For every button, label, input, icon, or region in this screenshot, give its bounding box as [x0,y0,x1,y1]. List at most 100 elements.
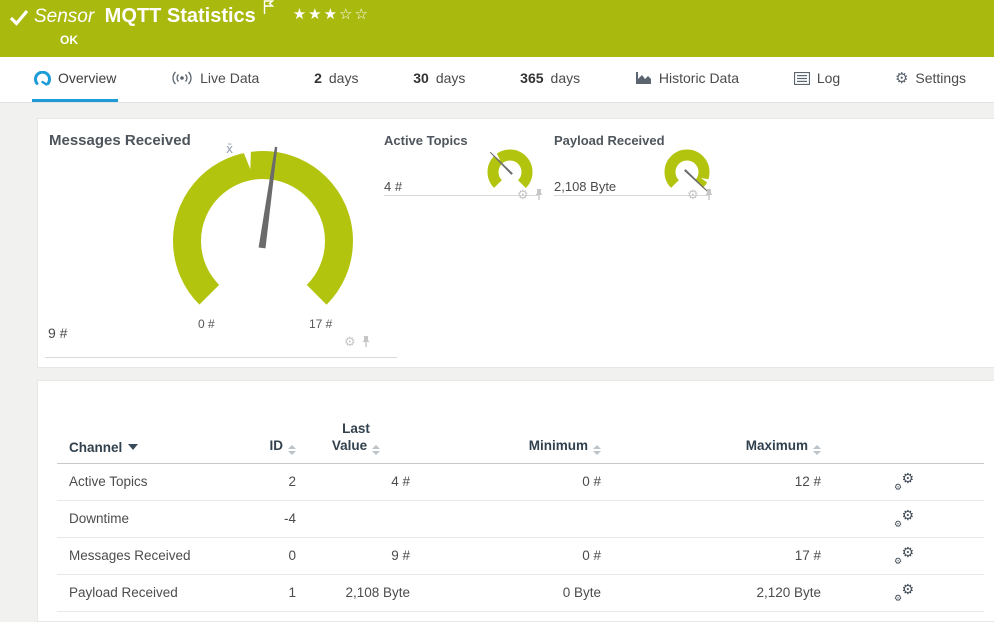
sort-icon[interactable] [372,444,381,455]
channel-name: Downtime [69,511,130,527]
tile-pin-icon[interactable] [534,188,544,201]
column-header-channel-label: Channel [69,439,123,455]
payload-received-needle [684,169,708,192]
tile-gear-icon[interactable]: ⚙ [687,187,699,202]
tab-overview-label: Overview [58,70,117,86]
tab-2-days[interactable]: 2 days [312,57,360,102]
column-header-channel[interactable]: Channel [57,440,231,455]
log-icon [793,71,810,85]
tab-settings[interactable]: ⚙ Settings [893,57,968,102]
active-topics-tile[interactable] [384,127,538,196]
priority-flag-icon[interactable] [263,0,275,20]
channel-maximum: 17 # [794,548,821,564]
column-header-id-label: ID [269,437,284,453]
column-header-minimum[interactable]: Minimum [416,438,601,455]
channels-panel: Channel ID Last Value Minimum Maximum Ac… [37,380,994,622]
active-topics-tools: ⚙ [517,188,544,201]
gear-icon: ⚙ [894,69,909,87]
messages-received-tile[interactable] [45,127,397,358]
channel-id: 2 [288,474,296,490]
table-row-downtime: Downtime -4 ⚙ ⚙ [57,501,984,538]
sort-icon[interactable] [813,444,821,455]
active-topics-title: Active Topics [384,133,468,148]
channel-minimum: 0 # [582,548,601,564]
payload-received-tools: ⚙ [687,188,714,201]
channel-settings-icon[interactable]: ⚙ ⚙ [894,506,914,529]
tab-live-data-label: Live Data [200,70,260,86]
channel-minimum: 0 # [582,474,601,490]
table-row-messages-received: Messages Received 0 9 # 0 # 17 # ⚙ ⚙ [57,538,984,575]
column-header-last-value[interactable]: Last Value [296,421,416,455]
primary-gauge-needle [258,146,278,249]
channel-id: 1 [288,585,296,601]
primary-gauge: x̄ [173,142,353,331]
channel-maximum: 2,120 Byte [756,585,821,601]
primary-gauge-min-label: 0 # [198,317,215,331]
historic-data-icon [635,71,652,85]
tab-30-days-unit: days [435,70,466,86]
tab-30-days[interactable]: 30 days [411,57,467,102]
tile-pin-icon[interactable] [361,335,371,348]
table-row-payload-received: Payload Received 1 2,108 Byte 0 Byte 2,1… [57,575,984,612]
channel-settings-icon[interactable]: ⚙ ⚙ [894,469,914,492]
tab-2-days-unit: days [328,70,359,86]
object-type-label: Sensor [34,6,95,27]
sort-icon[interactable] [288,444,296,455]
average-marker-label: x̄ [226,142,233,156]
tile-gear-icon[interactable]: ⚙ [517,187,529,202]
active-topics-value: 4 # [384,179,403,194]
active-topics-needle [489,151,513,175]
column-header-id[interactable]: ID [231,438,296,455]
channel-last-value: 2,108 Byte [345,585,410,601]
tab-historic-data-label: Historic Data [658,70,740,86]
tab-settings-label: Settings [915,70,966,86]
sensor-header: Sensor MQTT Statistics ★★★☆☆ OK [0,0,994,57]
column-header-last-label: Last [342,421,370,436]
primary-tile-tools: ⚙ [344,335,371,348]
status-check-icon [9,9,29,31]
channel-last-value: 9 # [391,548,410,564]
channel-name: Messages Received [69,548,191,564]
column-header-maximum[interactable]: Maximum [601,438,821,455]
primary-gauge-title: Messages Received [49,132,191,149]
channel-last-value: 4 # [391,474,410,490]
table-row-active-topics: Active Topics 2 4 # 0 # 12 # ⚙ ⚙ [57,464,984,501]
tab-365-days-number: 365 [520,70,544,86]
column-header-maximum-label: Maximum [745,437,808,453]
channel-table: Channel ID Last Value Minimum Maximum Ac… [57,381,984,612]
tab-historic-data[interactable]: Historic Data [633,57,741,102]
tab-overview[interactable]: Overview [32,57,119,102]
channel-table-header: Channel ID Last Value Minimum Maximum [57,381,984,464]
channel-maximum: 12 # [794,474,821,490]
status-badge: OK [60,33,78,47]
primary-gauge-value: 9 # [48,325,68,341]
sort-desc-icon[interactable] [128,443,139,450]
tab-log[interactable]: Log [792,57,842,102]
tile-pin-icon[interactable] [704,188,714,201]
channel-id: 0 [288,548,296,564]
primary-gauge-max-label: 17 # [309,317,333,331]
gauges-panel: Messages Received x̄ 0 # 17 # 9 # ⚙ Acti… [37,118,994,368]
tile-gear-icon[interactable]: ⚙ [344,334,356,349]
tab-live-data[interactable]: Live Data [169,57,261,102]
channel-settings-icon[interactable]: ⚙ ⚙ [894,543,914,566]
tab-bar: Overview Live Data 2 days 30 days 365 da… [0,57,994,103]
tab-365-days[interactable]: 365 days [518,57,582,102]
channel-settings-icon[interactable]: ⚙ ⚙ [894,580,914,603]
page-title: MQTT Statistics [104,5,256,27]
tab-log-label: Log [816,70,841,86]
active-topics-gauge [487,149,533,195]
tab-2-days-number: 2 [314,70,322,86]
priority-stars[interactable]: ★★★☆☆ [292,6,370,23]
live-data-icon [171,71,193,85]
column-header-value-label: Value [331,437,368,453]
tab-30-days-number: 30 [413,70,429,86]
channel-name: Active Topics [69,474,148,490]
channel-minimum: 0 Byte [562,585,601,601]
channel-id: -4 [283,511,296,527]
column-header-minimum-label: Minimum [528,437,588,453]
payload-received-tile[interactable] [554,127,708,196]
sort-icon[interactable] [593,444,601,455]
channel-name: Payload Received [69,585,178,601]
payload-received-title: Payload Received [554,133,665,148]
